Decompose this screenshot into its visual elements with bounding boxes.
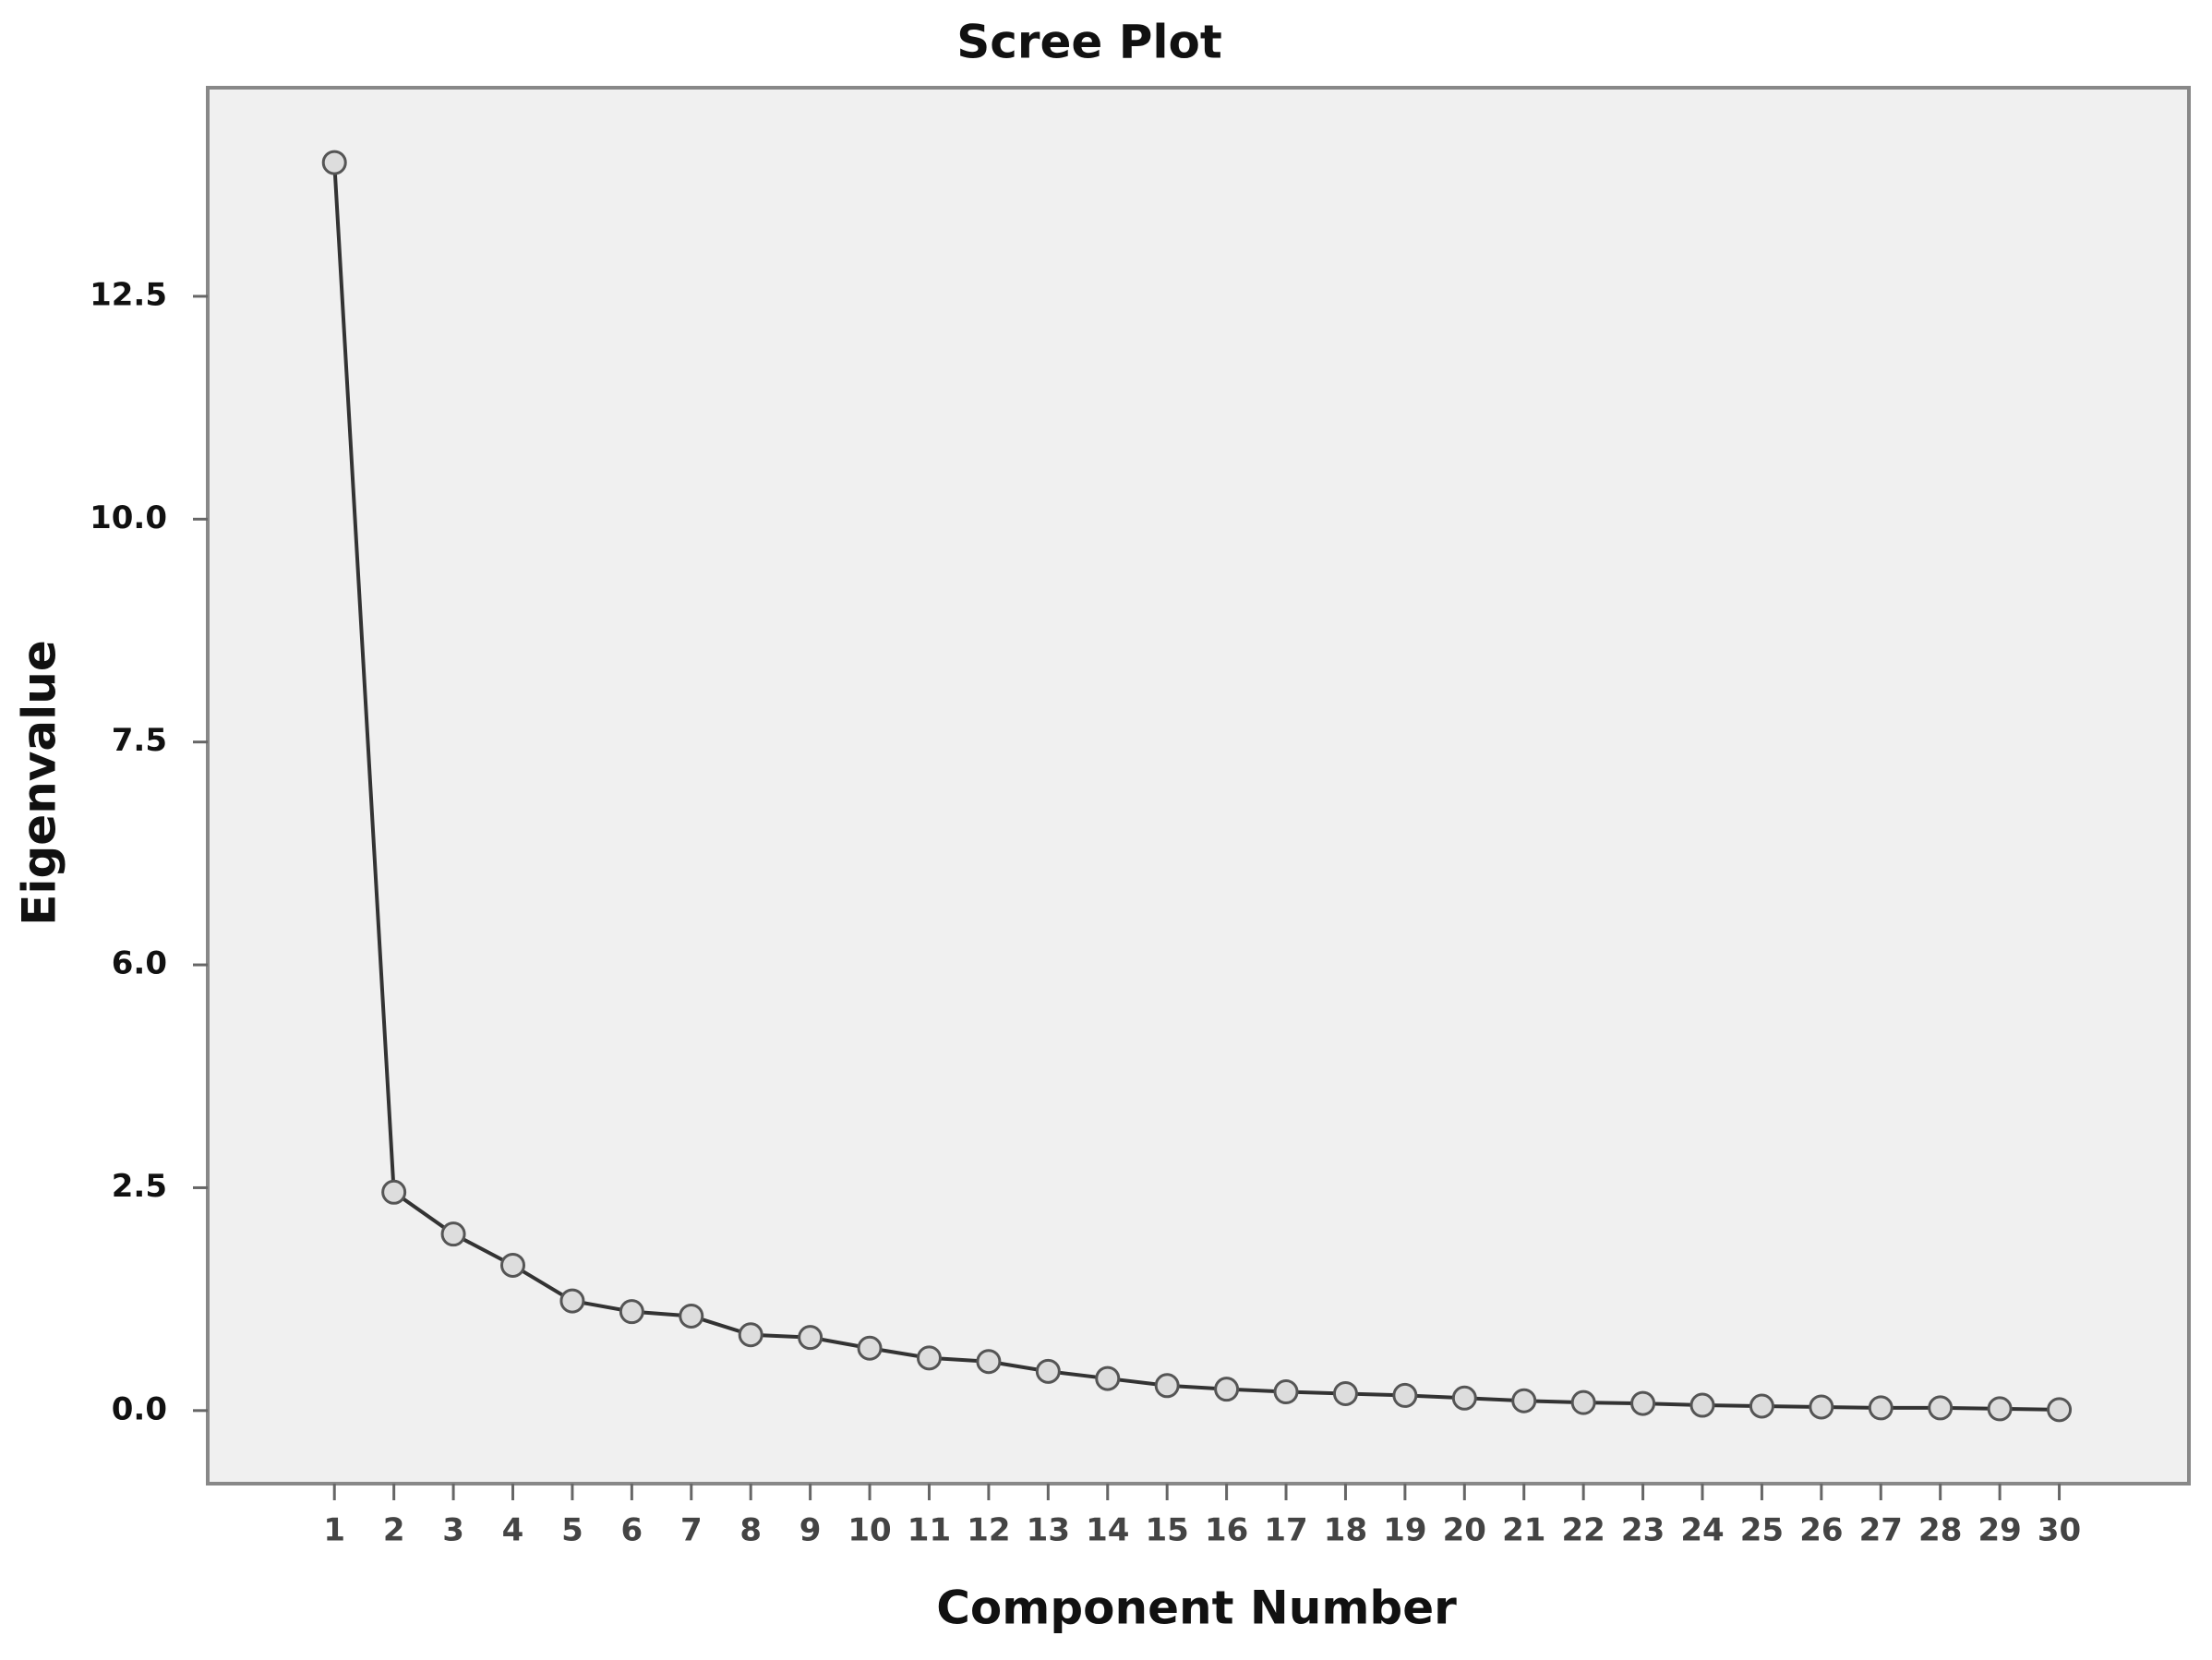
x-tick-label: 4 (502, 1512, 524, 1549)
x-tick-label: 22 (1561, 1512, 1605, 1549)
data-point (1868, 1395, 1893, 1421)
data-point (976, 1349, 1002, 1375)
data-point (1689, 1392, 1715, 1418)
data-point (1511, 1388, 1537, 1413)
data-point (738, 1322, 763, 1348)
x-tick-label: 15 (1146, 1512, 1189, 1549)
data-point (1570, 1389, 1596, 1415)
plot-area (206, 86, 2191, 1486)
data-point (1214, 1377, 1240, 1402)
data-point (1451, 1385, 1477, 1411)
data-point (440, 1221, 466, 1247)
x-tick-label: 30 (2038, 1512, 2081, 1549)
x-tick-label: 18 (1324, 1512, 1367, 1549)
data-point (2047, 1397, 2073, 1423)
x-tick-label: 28 (1918, 1512, 1962, 1549)
x-tick-label: 5 (561, 1512, 583, 1549)
x-tick-label: 16 (1205, 1512, 1248, 1549)
data-point (381, 1179, 407, 1205)
x-tick-label: 14 (1086, 1512, 1129, 1549)
data-point (1095, 1365, 1121, 1391)
y-tick-label: 12.5 (90, 276, 167, 313)
y-tick-label: 6.0 (112, 945, 167, 982)
x-tick-label: 6 (621, 1512, 643, 1549)
data-point (1035, 1358, 1061, 1384)
x-tick-label: 24 (1680, 1512, 1724, 1549)
x-tick-label: 10 (848, 1512, 891, 1549)
x-tick-label: 19 (1383, 1512, 1426, 1549)
data-point (1809, 1394, 1834, 1420)
data-point (321, 150, 347, 175)
x-tick-label: 11 (908, 1512, 951, 1549)
x-tick-label: 2 (383, 1512, 405, 1549)
data-point (1154, 1373, 1180, 1399)
data-point (857, 1335, 883, 1361)
x-tick-label: 9 (799, 1512, 822, 1549)
x-tick-label: 1 (323, 1512, 345, 1549)
data-point (1630, 1390, 1656, 1416)
data-point (1928, 1395, 1954, 1421)
data-point (1273, 1379, 1299, 1405)
x-tick-label: 25 (1740, 1512, 1784, 1549)
data-point (679, 1303, 704, 1329)
data-point (1392, 1382, 1418, 1408)
data-point (619, 1299, 644, 1325)
y-tick-label: 0.0 (112, 1390, 167, 1427)
x-axis-label: Component Number (936, 1582, 1457, 1635)
x-tick-label: 3 (442, 1512, 464, 1549)
x-tick-label: 20 (1443, 1512, 1486, 1549)
data-point (1749, 1393, 1774, 1419)
data-point (1332, 1380, 1358, 1406)
x-tick-label: 8 (739, 1512, 762, 1549)
x-tick-label: 23 (1621, 1512, 1665, 1549)
y-tick-label: 7.5 (112, 722, 167, 759)
data-point (916, 1345, 942, 1371)
x-tick-label: 17 (1264, 1512, 1307, 1549)
x-tick-label: 27 (1859, 1512, 1903, 1549)
data-point (500, 1252, 526, 1278)
y-tick-label: 2.5 (112, 1168, 167, 1205)
y-tick-label: 10.0 (90, 499, 167, 536)
data-point (559, 1288, 585, 1314)
x-tick-label: 29 (1978, 1512, 2021, 1549)
x-tick-label: 7 (680, 1512, 703, 1549)
data-point (798, 1325, 823, 1351)
data-point (1987, 1396, 2013, 1422)
chart-title: Scree Plot (956, 16, 1222, 69)
x-tick-label: 12 (967, 1512, 1010, 1549)
x-tick-label: 26 (1799, 1512, 1843, 1549)
y-axis-label: Eigenvalue (13, 640, 66, 926)
x-tick-label: 13 (1027, 1512, 1070, 1549)
x-tick-label: 21 (1502, 1512, 1545, 1549)
